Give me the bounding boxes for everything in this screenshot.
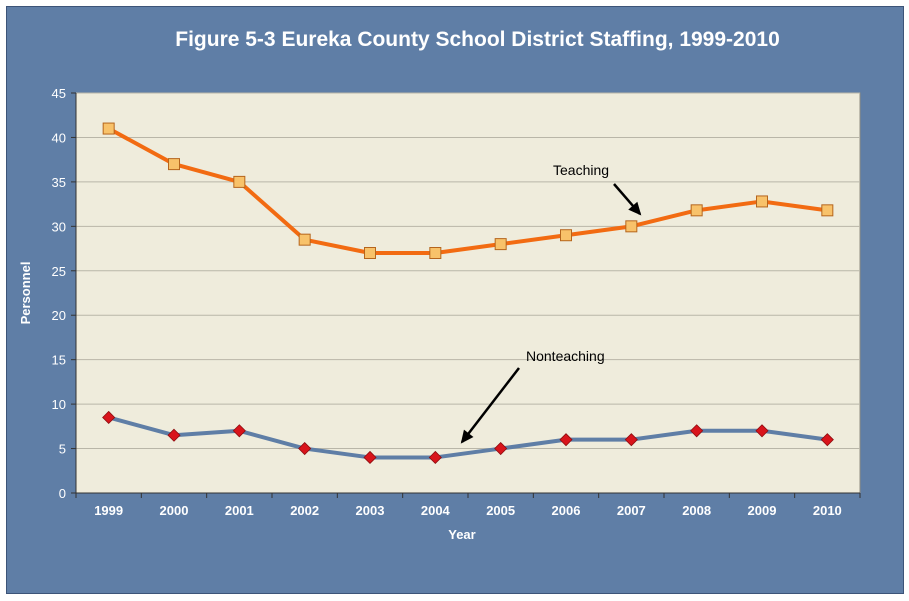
data-point-teaching xyxy=(168,158,180,171)
y-tick-label: 25 xyxy=(52,264,66,279)
axes xyxy=(75,93,861,498)
data-point-nonteaching xyxy=(559,433,573,447)
data-point-teaching xyxy=(102,122,115,135)
x-tick-label-2006: 2006 xyxy=(552,503,581,518)
x-tick-label-2001: 2001 xyxy=(225,503,254,518)
data-point-teaching xyxy=(364,247,376,259)
x-tick-labels: 1999 2000 2001 2002 2003 2004 2005 2006 2007 2008… xyxy=(94,503,842,518)
data-point-nonteaching xyxy=(232,424,246,438)
y-tick-label: 35 xyxy=(52,175,66,190)
data-point-nonteaching xyxy=(167,428,181,442)
annotation-nonteaching-arrowhead xyxy=(460,429,474,444)
y-tick-label: 15 xyxy=(52,353,66,368)
data-point-nonteaching xyxy=(820,433,834,447)
x-tick-label-2009: 2009 xyxy=(748,503,777,518)
annotation-nonteaching: Nonteaching xyxy=(526,348,605,364)
y-tick-label: 0 xyxy=(59,486,66,501)
data-point-teaching xyxy=(298,233,311,246)
y-tick-labels: 0 5 10 15 20 25 30 35 40 45 xyxy=(52,86,66,501)
x-axis-title: Year xyxy=(448,527,475,542)
data-point-teaching xyxy=(821,204,834,217)
x-tick-label-2010: 2010 xyxy=(813,503,842,518)
data-point-teaching xyxy=(233,175,246,188)
x-tick-label-2005: 2005 xyxy=(486,503,515,518)
series-line-teaching xyxy=(107,126,828,255)
y-tick-label: 20 xyxy=(52,308,66,323)
y-tick-label: 30 xyxy=(52,219,66,234)
data-point-teaching xyxy=(560,229,572,242)
plot-area xyxy=(75,92,861,494)
data-point-nonteaching xyxy=(428,450,442,465)
y-tick-label: 5 xyxy=(59,442,66,457)
annotation-nonteaching-arrow xyxy=(461,367,520,443)
annotation-teaching: Teaching xyxy=(553,162,609,178)
data-point-nonteaching xyxy=(363,450,377,465)
data-point-nonteaching xyxy=(494,441,508,456)
series-teaching xyxy=(102,122,834,259)
y-tick-label: 40 xyxy=(52,130,66,145)
annotation-teaching-arrowhead xyxy=(628,201,642,216)
chart-title: Figure 5-3 Eureka County School District… xyxy=(175,28,780,51)
x-tick-label-2003: 2003 xyxy=(356,503,385,518)
data-point-teaching xyxy=(429,247,442,259)
x-tick-label-1999: 1999 xyxy=(94,503,123,518)
data-point-teaching xyxy=(625,220,638,233)
data-point-nonteaching xyxy=(690,424,704,438)
series-layer xyxy=(102,122,834,465)
data-point-nonteaching xyxy=(298,441,312,456)
data-point-nonteaching xyxy=(624,433,638,447)
y-tick-label: 10 xyxy=(52,397,66,412)
gridlines xyxy=(71,92,860,494)
y-axis-title: Personnel xyxy=(18,262,33,325)
annotations: Teaching Nonteaching xyxy=(460,162,642,444)
x-tick-label-2008: 2008 xyxy=(682,503,711,518)
x-tick-label-2004: 2004 xyxy=(421,503,451,518)
x-tick-label-2002: 2002 xyxy=(290,503,319,518)
data-point-nonteaching xyxy=(102,410,116,425)
data-point-teaching xyxy=(494,238,507,251)
data-point-teaching xyxy=(690,204,703,217)
data-point-nonteaching xyxy=(755,424,769,438)
x-tick-label-2007: 2007 xyxy=(617,503,646,518)
y-tick-label: 45 xyxy=(52,86,66,101)
series-nonteaching xyxy=(102,410,834,465)
x-tick-label-2000: 2000 xyxy=(160,503,189,518)
data-point-teaching xyxy=(756,195,768,208)
series-line-nonteaching xyxy=(108,415,828,460)
